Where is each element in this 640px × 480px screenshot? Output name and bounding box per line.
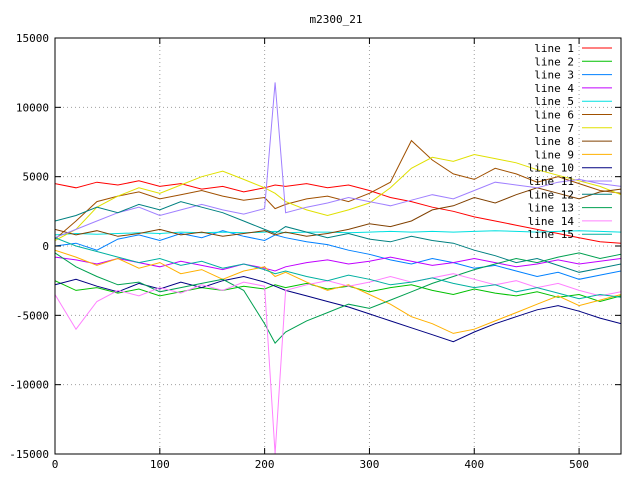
legend-label: line 15: [528, 228, 574, 241]
series-line-10: [55, 275, 621, 343]
series-line-5: [55, 230, 621, 236]
legend-label: line 12: [528, 188, 574, 201]
series-line-4: [55, 256, 621, 272]
series-line-13: [55, 252, 621, 344]
series-lines: [55, 82, 621, 454]
x-tick-label: 400: [464, 458, 484, 471]
series-line-12: [55, 201, 621, 273]
grid: [55, 38, 621, 454]
legend-label: line 6: [534, 109, 574, 122]
x-tick-label: 100: [150, 458, 170, 471]
y-tick-label: 10000: [16, 101, 49, 114]
y-tick-label: 5000: [23, 171, 50, 184]
x-tick-label: 200: [255, 458, 275, 471]
axis-ticks: 0 100 200 300 400 500 -15000 -10000 -5000 0 5000 10…: [9, 32, 621, 471]
y-tick-label: -5000: [16, 309, 49, 322]
y-tick-label: -10000: [9, 379, 49, 392]
legend-label: line 9: [534, 148, 574, 161]
y-tick-label: 0: [42, 240, 49, 253]
series-line-7: [55, 153, 621, 241]
series-line-1: [55, 180, 621, 244]
legend-label: line 4: [534, 82, 574, 95]
legend-label: line 8: [534, 135, 574, 148]
legend-label: line 11: [528, 175, 574, 188]
legend-label: line 14: [528, 215, 575, 228]
series-line-3: [55, 230, 621, 280]
series-line-8: [55, 187, 621, 237]
legend-label: line 1: [534, 42, 574, 55]
series-line-15: [55, 237, 621, 300]
legend-label: line 3: [534, 69, 574, 82]
x-tick-label: 300: [360, 458, 380, 471]
x-tick-label: 500: [569, 458, 589, 471]
y-tick-label: 15000: [16, 32, 49, 45]
legend-label: line 2: [534, 55, 574, 68]
legend-label: line 13: [528, 202, 574, 215]
series-line-9: [55, 249, 621, 334]
series-line-2: [55, 280, 621, 303]
legend-label: line 5: [534, 95, 574, 108]
legend-label: line 10: [528, 162, 574, 175]
x-tick-label: 0: [52, 458, 59, 471]
legend-label: line 7: [534, 122, 574, 135]
y-tick-label: -15000: [9, 448, 49, 461]
series-line-6: [55, 139, 621, 240]
series-line-11: [55, 82, 621, 239]
chart-title: m2300_21: [310, 13, 363, 26]
